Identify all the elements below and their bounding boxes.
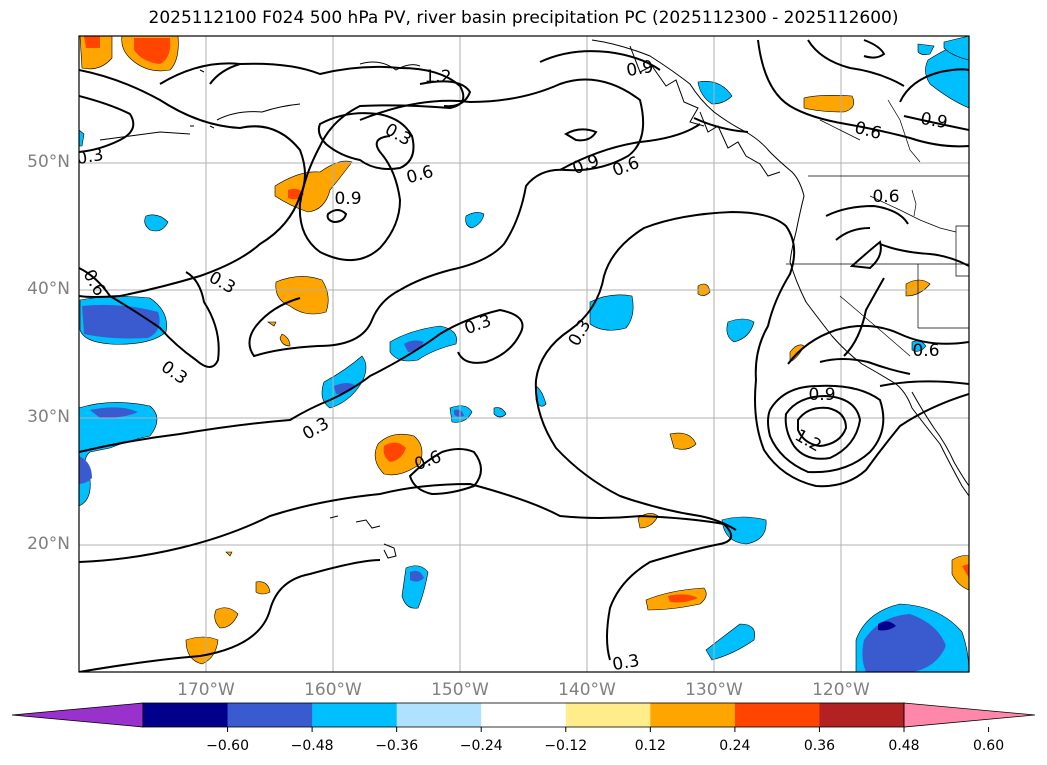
colorbar-tick-label: 0.48 [888, 738, 920, 754]
longitude-label: 160°W [304, 680, 362, 700]
latitude-label: 30°N [27, 406, 70, 427]
map-gridlines [79, 36, 969, 672]
contour-label: 0.9 [625, 57, 655, 81]
colorbar-cell [734, 703, 820, 727]
colorbar-tick-label: 0.24 [719, 738, 751, 754]
colorbar-tick-label: 0.12 [634, 738, 666, 754]
colorbar-cell [819, 703, 905, 727]
latitude-label: 40°N [27, 279, 70, 300]
colorbar-extend-high [903, 702, 1036, 728]
contour-label: 1.2 [424, 67, 451, 87]
latitude-label: 50°N [27, 152, 70, 172]
coastlines [99, 39, 969, 559]
contour-label: 0.3 [611, 651, 641, 675]
colorbar-tick-label: −0.24 [459, 738, 503, 754]
longitude-label: 170°W [177, 680, 235, 700]
pv-contours [79, 39, 969, 672]
longitude-label: 150°W [431, 680, 489, 700]
contour-label: 0.6 [872, 187, 899, 207]
contour-label: 0.9 [919, 109, 949, 133]
colorbar-cell [481, 703, 567, 727]
colorbar-cell [312, 703, 398, 727]
colorbar-cell [565, 703, 651, 727]
colorbar-cell [143, 703, 229, 727]
colorbar [11, 702, 1036, 732]
colorbar-extend-low [11, 702, 144, 728]
colorbar-tick-label: −0.36 [375, 738, 419, 754]
contour-label: 0.3 [75, 145, 105, 169]
colorbar-tick-label: 0.60 [972, 738, 1005, 754]
colorbar-cell [396, 703, 482, 727]
longitude-label: 130°W [685, 680, 743, 700]
map-title: 2025112100 F024 500 hPa PV, river basin … [148, 8, 899, 28]
contour-label: 0.9 [334, 189, 361, 209]
latitude-label: 20°N [27, 533, 70, 554]
colorbar-frame [142, 702, 905, 728]
colorbar-tick-label: 0.36 [803, 738, 836, 754]
contour-label: 0.6 [912, 341, 939, 361]
country-borders [786, 99, 969, 357]
map-frame [78, 35, 970, 673]
colorbar-tick-label: −0.60 [206, 738, 249, 754]
colorbar-tick-label: −0.12 [544, 738, 588, 754]
colorbar-tick-label: −0.48 [290, 738, 334, 754]
colorbar-ticks [227, 727, 990, 732]
map-background [79, 36, 969, 672]
colorbar-cell [650, 703, 736, 727]
longitude-label: 120°W [812, 680, 870, 700]
contour-label: 0.9 [808, 385, 835, 405]
longitude-label: 140°W [558, 680, 616, 700]
colorbar-cell [227, 703, 313, 727]
colorbar-cells [143, 703, 905, 727]
precip-anomaly-fills [79, 36, 969, 672]
